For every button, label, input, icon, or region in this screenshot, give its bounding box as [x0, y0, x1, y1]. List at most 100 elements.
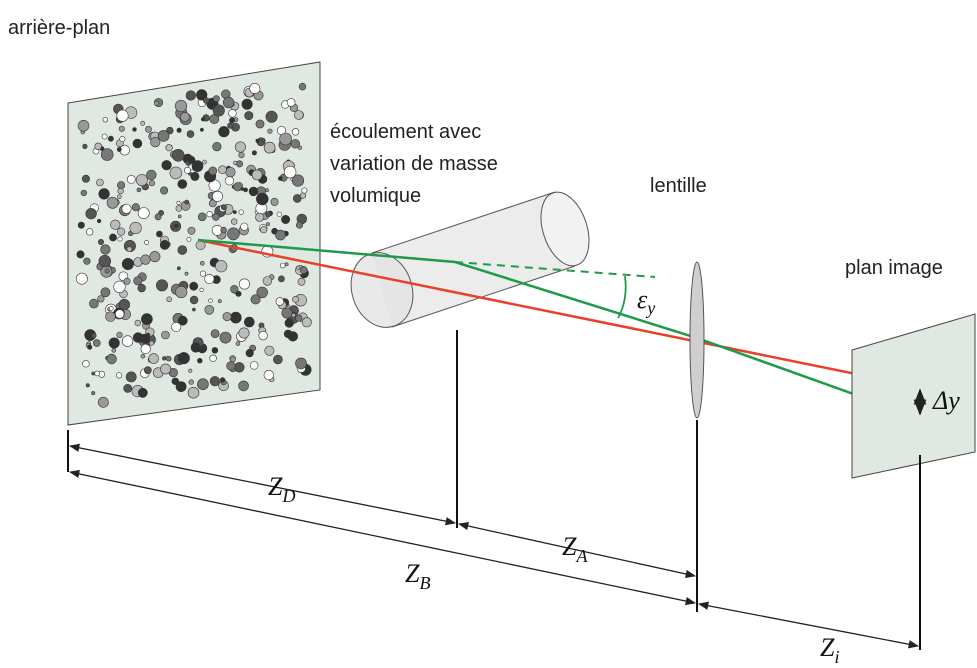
speckle [275, 297, 284, 306]
speckle [212, 104, 225, 117]
speckle [77, 221, 85, 229]
symbol-base: ε [637, 285, 648, 314]
speckle [188, 379, 195, 385]
speckle [238, 327, 250, 339]
speckle [241, 98, 253, 110]
speckle [295, 221, 303, 229]
speckle [217, 299, 222, 304]
speckle [197, 378, 209, 391]
dot-pattern [76, 82, 312, 408]
speckle [137, 283, 146, 293]
speckle [199, 287, 204, 293]
speckle [244, 316, 255, 328]
speckle [144, 240, 149, 245]
speckle [226, 361, 236, 371]
speckle [212, 213, 220, 221]
speckle [203, 97, 210, 104]
speckle [293, 110, 304, 120]
speckle [80, 189, 88, 197]
reference-ray [197, 238, 916, 388]
speckle [187, 386, 200, 399]
speckle [86, 228, 94, 236]
speckle [228, 109, 237, 118]
speckle [162, 356, 167, 361]
speckle [265, 211, 271, 218]
speckle [82, 143, 88, 149]
speckle [83, 257, 91, 265]
speckle [196, 89, 208, 101]
speckle [232, 210, 237, 215]
speckle [117, 194, 122, 200]
speckle [153, 100, 159, 106]
speckle [174, 99, 188, 113]
speckle [129, 221, 142, 235]
speckle [187, 226, 196, 235]
speckle [118, 125, 125, 132]
speckle [235, 341, 241, 346]
speckle [106, 353, 117, 365]
speckle [209, 354, 217, 362]
speckle [199, 270, 207, 277]
speckle [295, 314, 303, 322]
speckle [77, 120, 90, 132]
image-plane-label: plan image [845, 257, 943, 279]
speckle [220, 377, 226, 383]
speckle [276, 211, 282, 217]
speckle [238, 380, 249, 392]
speckle [243, 187, 248, 193]
speckle [137, 207, 150, 219]
speckle [240, 222, 249, 231]
speckle [261, 138, 266, 143]
speckle [218, 126, 230, 138]
speckle [222, 312, 232, 322]
speckle [105, 311, 116, 322]
speckle [189, 281, 199, 291]
speckle [102, 116, 109, 123]
speckle [117, 188, 124, 195]
speckle [273, 354, 283, 365]
flow-label: volumique [330, 185, 421, 207]
speckle [166, 296, 172, 303]
speckle [140, 254, 151, 265]
distance-symbol: ZA [562, 532, 588, 566]
speckle [299, 266, 308, 274]
speckle [140, 343, 151, 355]
speckle [229, 356, 236, 363]
speckle [291, 128, 300, 136]
undeflected-extension [454, 261, 656, 278]
symbol-subscript: y [645, 298, 655, 318]
speckle [301, 317, 312, 328]
speckle [251, 169, 263, 181]
speckle [156, 230, 163, 238]
speckle [292, 295, 299, 303]
speckle [171, 149, 185, 162]
speckle [227, 122, 234, 129]
speckle [126, 174, 136, 184]
speckle [119, 136, 126, 143]
speckle [283, 165, 297, 179]
speckle [100, 287, 111, 298]
speckle [121, 257, 134, 270]
speckle [206, 211, 213, 218]
speckle [176, 200, 181, 205]
speckle [263, 369, 274, 381]
speckle [140, 353, 146, 359]
speckle [211, 347, 219, 354]
speckle [234, 362, 245, 373]
speckle [260, 226, 268, 234]
speckle [146, 169, 157, 181]
speckle [115, 372, 123, 379]
speckle [98, 239, 105, 246]
speckle [233, 160, 238, 165]
symbol-base: Z [820, 633, 835, 662]
speckle [215, 260, 228, 273]
speckle [177, 179, 188, 189]
speckle [245, 349, 254, 358]
symbol-subscript: B [419, 573, 430, 593]
speckle [255, 119, 265, 129]
speckle [284, 318, 294, 328]
speckle [220, 226, 227, 234]
symbol-base: Z [268, 472, 283, 501]
speckle [208, 166, 218, 176]
